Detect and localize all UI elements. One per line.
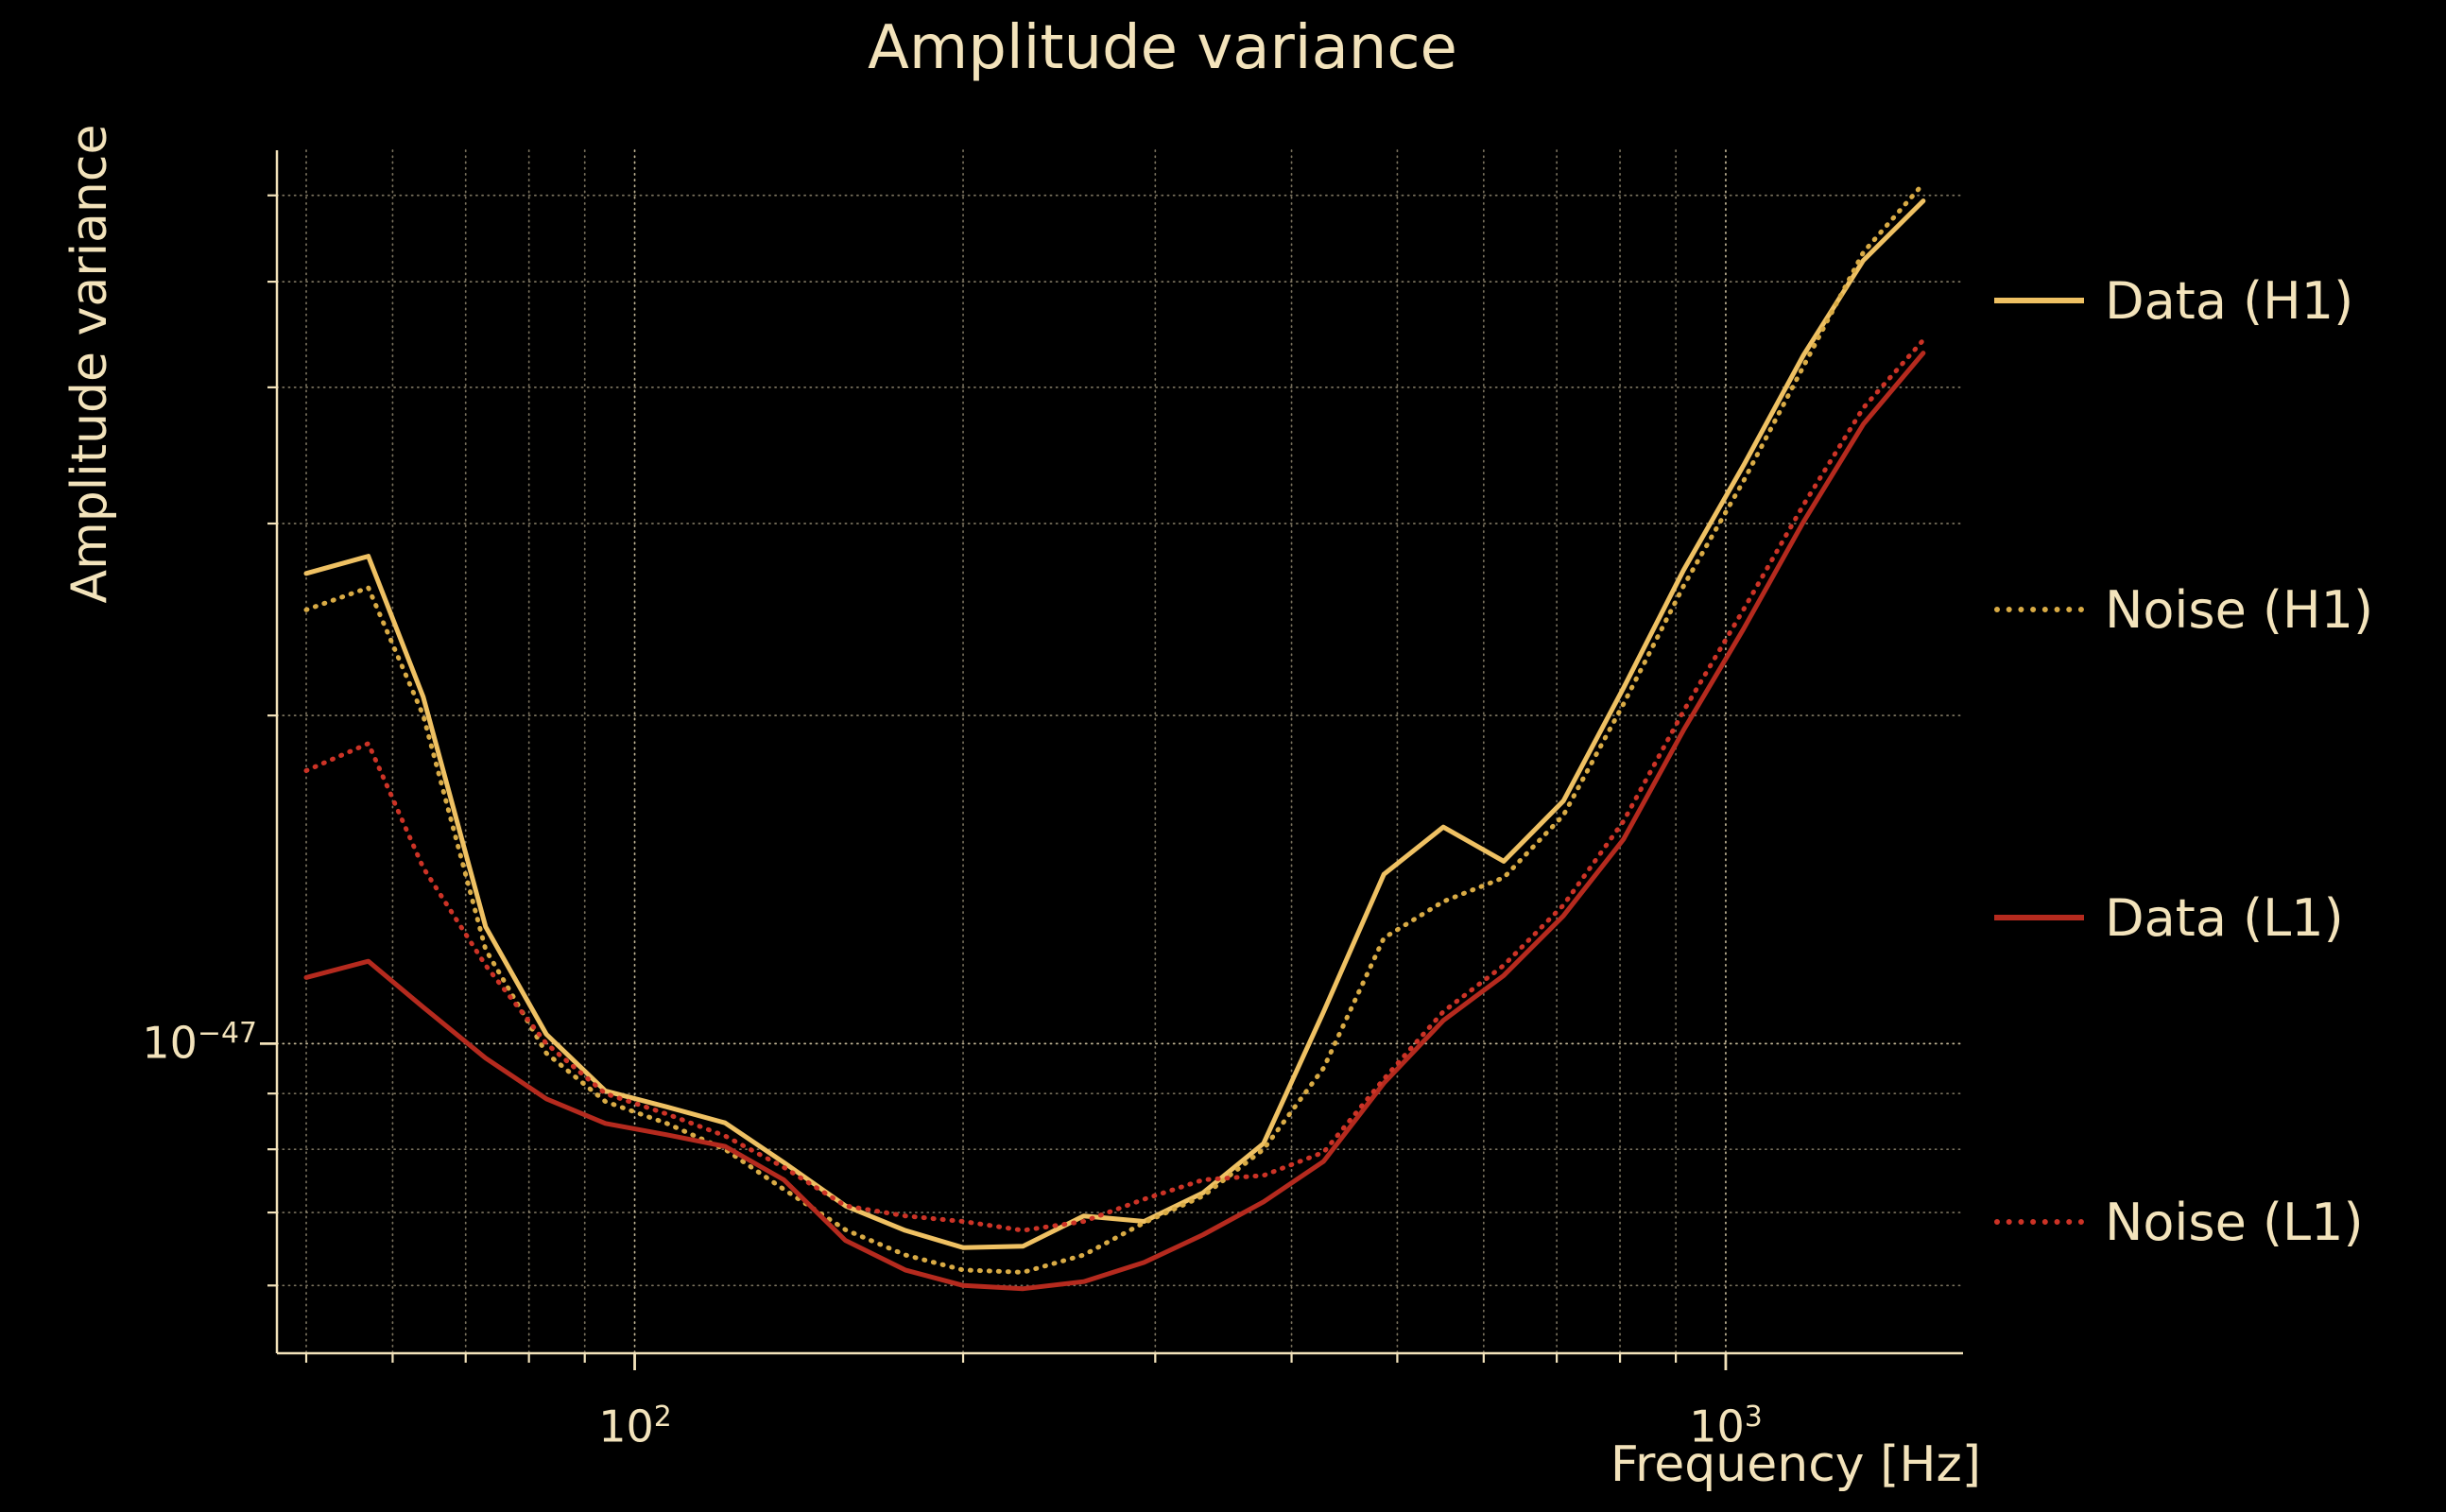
legend-line-sample-noise-l1 bbox=[1994, 1219, 2084, 1225]
legend-line-sample-data-h1 bbox=[1994, 298, 2084, 303]
legend-item-noise-h1: Noise (H1) bbox=[1994, 576, 2373, 643]
legend-label-noise-h1: Noise (H1) bbox=[2105, 579, 2374, 640]
y-tick-base: 10 bbox=[142, 1017, 198, 1069]
x-tick-100-base: 10 bbox=[598, 1400, 654, 1452]
legend-line-sample-noise-h1 bbox=[1994, 607, 2084, 612]
x-tick-100-exponent: 2 bbox=[653, 1400, 672, 1434]
legend-item-data-l1: Data (L1) bbox=[1994, 885, 2344, 951]
x-tick-1000-exponent: 3 bbox=[1744, 1400, 1763, 1434]
legend-item-noise-l1: Noise (L1) bbox=[1994, 1189, 2364, 1255]
x-axis-label: Frequency [Hz] bbox=[1610, 1436, 1982, 1493]
legend: Data (H1) Noise (H1) Data (L1) Noise (L1… bbox=[1994, 0, 2438, 1512]
x-tick-label-1000: 103 bbox=[1689, 1400, 1763, 1452]
legend-item-data-h1: Data (H1) bbox=[1994, 267, 2353, 334]
legend-label-noise-l1: Noise (L1) bbox=[2105, 1192, 2364, 1252]
chart-title: Amplitude variance bbox=[868, 13, 1457, 83]
legend-label-data-l1: Data (L1) bbox=[2105, 887, 2344, 948]
legend-line-sample-data-l1 bbox=[1994, 915, 2084, 920]
x-tick-1000-base: 10 bbox=[1689, 1400, 1745, 1452]
y-tick-label-1e-47: 10−47 bbox=[57, 1017, 257, 1068]
legend-label-data-h1: Data (H1) bbox=[2105, 270, 2354, 331]
x-tick-label-100: 102 bbox=[598, 1400, 672, 1452]
y-tick-exponent: −47 bbox=[197, 1017, 257, 1050]
